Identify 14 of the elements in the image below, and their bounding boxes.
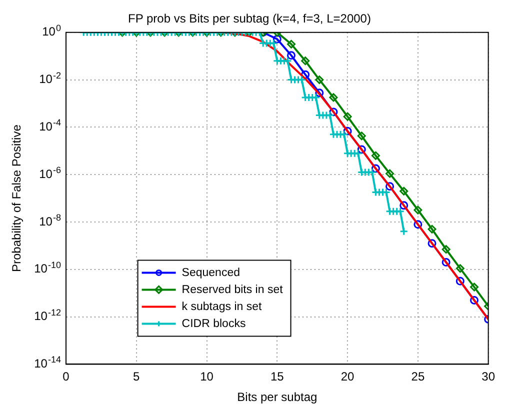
legend-label: k subtags in set [182, 300, 263, 313]
x-tick-label: 5 [133, 370, 140, 384]
legend-label: CIDR blocks [182, 318, 246, 330]
x-tick-label: 10 [200, 370, 214, 384]
x-tick-label: 30 [482, 370, 496, 384]
x-tick-label: 25 [411, 370, 425, 384]
x-tick-label: 20 [340, 370, 355, 384]
chart-title: FP prob vs Bits per subtag (k=4, f=3, L=2000) [128, 12, 371, 26]
legend-label: Sequenced [182, 266, 240, 279]
legend-label: Reserved bits in set [182, 284, 284, 296]
x-tick-label: 0 [62, 370, 70, 384]
x-axis-title: Bits per subtag [237, 390, 318, 404]
y-axis-title: Probability of False Positive [10, 124, 24, 272]
x-tick-label: 15 [270, 370, 284, 384]
